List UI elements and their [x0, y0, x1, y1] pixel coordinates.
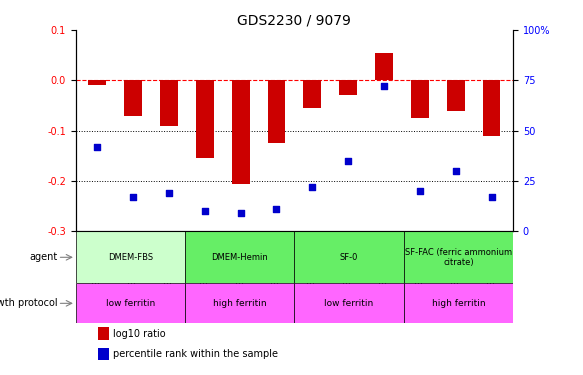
Point	[380, 83, 389, 89]
Text: high ferritin: high ferritin	[213, 299, 266, 308]
Point	[487, 194, 496, 200]
Point	[272, 206, 281, 212]
Bar	[303, 80, 321, 108]
FancyBboxPatch shape	[403, 283, 513, 324]
Bar	[231, 80, 250, 184]
Bar	[375, 53, 393, 80]
FancyBboxPatch shape	[294, 231, 403, 283]
Text: low ferritin: low ferritin	[106, 299, 155, 308]
Point	[236, 210, 245, 216]
Bar	[411, 80, 429, 118]
FancyBboxPatch shape	[185, 283, 294, 324]
Text: SF-0: SF-0	[340, 253, 359, 262]
Bar	[98, 327, 108, 340]
Text: SF-FAC (ferric ammonium
citrate): SF-FAC (ferric ammonium citrate)	[405, 248, 512, 267]
FancyBboxPatch shape	[403, 231, 513, 283]
Bar	[339, 80, 357, 96]
Text: percentile rank within the sample: percentile rank within the sample	[113, 349, 278, 358]
Bar	[160, 80, 178, 126]
Text: DMEM-Hemin: DMEM-Hemin	[212, 253, 268, 262]
Bar	[124, 80, 142, 116]
Point	[164, 190, 174, 196]
Point	[415, 188, 424, 194]
Text: agent: agent	[29, 252, 58, 262]
Point	[93, 144, 102, 150]
Text: high ferritin: high ferritin	[431, 299, 485, 308]
Text: growth protocol: growth protocol	[0, 298, 58, 308]
Title: GDS2230 / 9079: GDS2230 / 9079	[237, 13, 352, 27]
FancyBboxPatch shape	[294, 283, 403, 324]
Bar	[483, 80, 500, 136]
Point	[308, 184, 317, 190]
Bar	[447, 80, 465, 111]
FancyBboxPatch shape	[185, 231, 294, 283]
Point	[128, 194, 138, 200]
FancyBboxPatch shape	[76, 231, 185, 283]
Bar	[268, 80, 286, 143]
Point	[451, 168, 461, 174]
FancyBboxPatch shape	[76, 283, 185, 324]
Bar	[98, 348, 108, 360]
Text: low ferritin: low ferritin	[325, 299, 374, 308]
Bar	[89, 80, 106, 86]
Point	[343, 158, 353, 164]
Point	[200, 208, 209, 214]
Text: log10 ratio: log10 ratio	[113, 328, 166, 339]
Bar	[196, 80, 214, 158]
Text: DMEM-FBS: DMEM-FBS	[108, 253, 153, 262]
